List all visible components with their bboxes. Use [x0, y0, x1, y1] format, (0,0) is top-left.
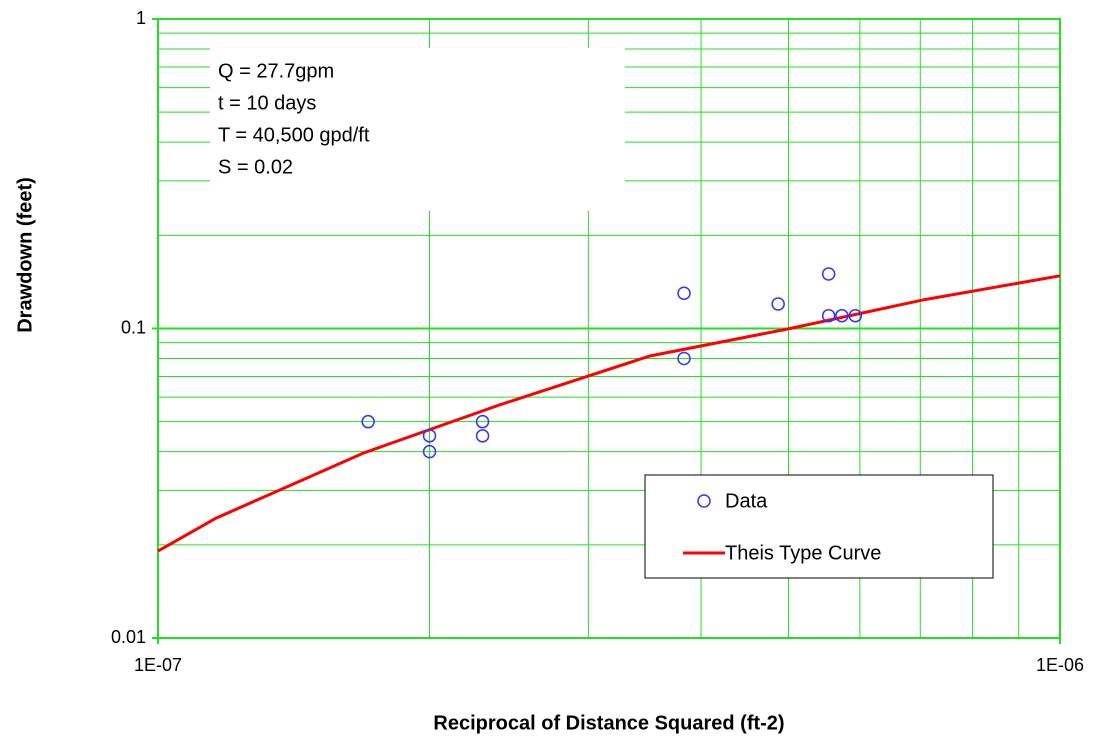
y-tick-label: 0.1 — [121, 317, 146, 337]
legend-label: Theis Type Curve — [725, 542, 881, 564]
theis-curve — [157, 274, 1061, 553]
data-point — [771, 297, 785, 311]
data-point — [835, 308, 849, 323]
data-point — [677, 351, 691, 366]
legend-swatch — [697, 494, 711, 508]
data-point — [422, 429, 437, 443]
plot-border — [157, 18, 1061, 639]
y-axis-label: Drawdown (feet) — [14, 177, 36, 333]
x-tick-label: 1E-07 — [134, 655, 182, 675]
data-point — [848, 308, 863, 323]
data-point — [475, 429, 490, 443]
annotation: S = 0.02 — [218, 156, 293, 178]
y-tick-label: 1 — [136, 8, 146, 28]
data-point — [821, 267, 836, 281]
annotation: t = 10 days — [218, 92, 316, 114]
data-point — [475, 414, 490, 429]
legend-box — [644, 474, 994, 579]
data-point — [422, 444, 437, 459]
y-tick-label: 0.01 — [111, 627, 146, 647]
annotation-box — [210, 48, 625, 211]
x-tick-label: 1E-06 — [1036, 655, 1084, 675]
x-axis-label: Reciprocal of Distance Squared (ft-2) — [433, 712, 784, 734]
data-point — [821, 308, 836, 323]
annotation: T = 40,500 gpd/ft — [218, 124, 370, 146]
annotation: Q = 27.7gpm — [218, 60, 334, 82]
data-point — [361, 414, 375, 429]
data-point — [677, 286, 691, 300]
legend-label: Data — [725, 490, 768, 512]
